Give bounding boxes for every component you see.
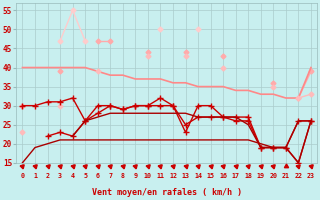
- X-axis label: Vent moyen/en rafales ( km/h ): Vent moyen/en rafales ( km/h ): [92, 188, 242, 197]
